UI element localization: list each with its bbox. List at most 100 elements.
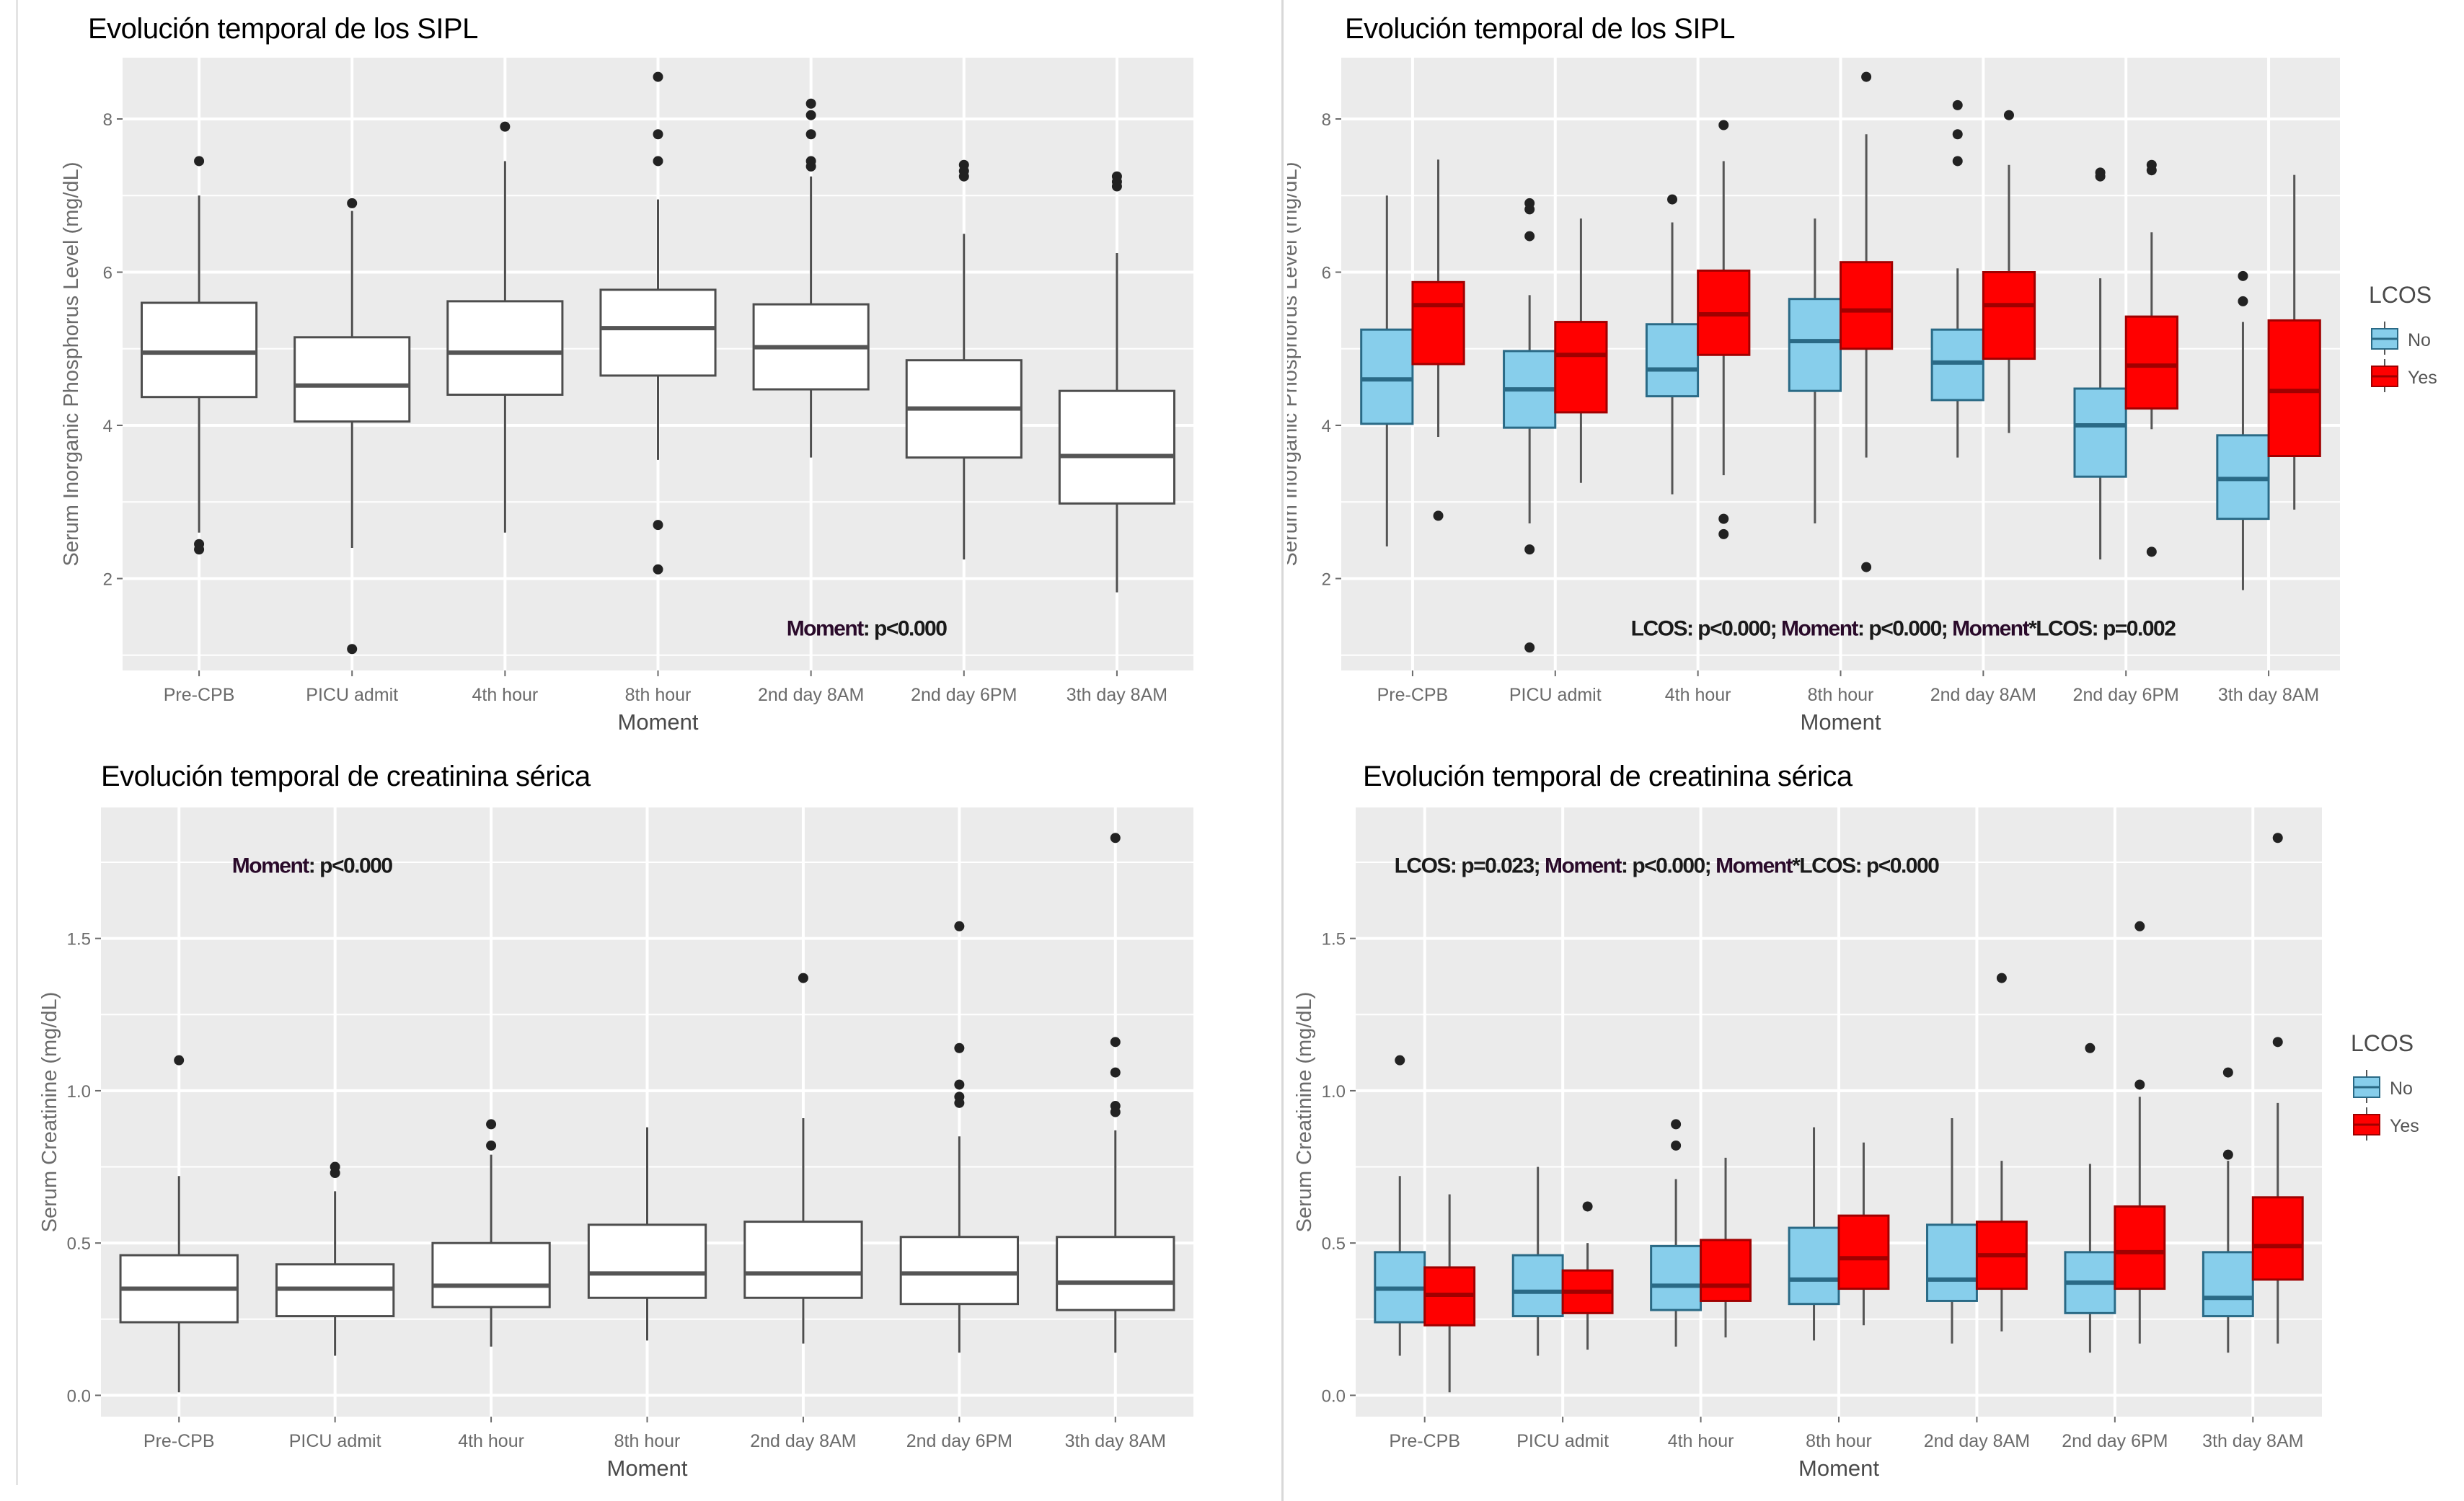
- chart-title-creatinine-overall: Evolución temporal de creatinina sérica: [101, 761, 591, 792]
- outlier-point: [1952, 129, 1963, 140]
- box-all: [899, 921, 1020, 1353]
- iqr-box: [293, 336, 411, 423]
- iqr-box: [1788, 1226, 1840, 1306]
- outlier-point: [2146, 546, 2157, 557]
- box-no: [1788, 218, 1842, 523]
- box-all: [752, 98, 870, 458]
- iqr-box: [141, 301, 258, 399]
- annotation-term: Moment: [232, 854, 310, 877]
- box-all: [905, 159, 1023, 559]
- outlier-point: [500, 121, 511, 132]
- y-tick-label: 1.0: [1322, 1082, 1346, 1102]
- annotation-text: : p<0.000;: [1621, 854, 1715, 877]
- chart-title-sipl-overall: Evolución temporal de los SIPL: [88, 13, 478, 45]
- iqr-box: [1930, 328, 1984, 402]
- box-yes: [1423, 1194, 1476, 1393]
- outlier-point: [1524, 642, 1535, 653]
- iqr-box: [2251, 1196, 2304, 1281]
- box-no: [1503, 198, 1557, 653]
- y-tick-label: 1.0: [67, 1082, 91, 1102]
- outlier-point: [486, 1119, 497, 1130]
- box-yes: [1975, 973, 2028, 1332]
- x-axis-label: Moment: [1801, 709, 1881, 735]
- annotation-text: : p<0.000: [863, 617, 948, 641]
- iqr-box: [1982, 271, 2036, 360]
- y-tick-label: 8: [103, 110, 112, 130]
- outlier-point: [2095, 171, 2106, 182]
- iqr-box: [1411, 280, 1465, 366]
- legend-label-no: No: [2408, 330, 2431, 350]
- significance-annotation: LCOS: p=0.023; Moment: p<0.000; Moment*L…: [1395, 854, 1940, 877]
- x-tick-label: 4th hour: [1668, 1431, 1734, 1451]
- chart-creatinine-overall: 0.0 0.5 1.0 1.5 Serum Creatinine (mg/dL) Pre-…: [38, 807, 1193, 1481]
- outlier-point: [2085, 1042, 2096, 1053]
- outlier-point: [2134, 921, 2145, 931]
- x-tick-label: 2nd day 8AM: [750, 1431, 856, 1451]
- x-axis-label: Moment: [607, 1456, 688, 1481]
- iqr-box: [899, 1236, 1020, 1306]
- iqr-box: [2202, 1251, 2254, 1318]
- outlier-point: [1996, 973, 2007, 983]
- box-yes: [2267, 174, 2321, 510]
- outlier-point: [1111, 181, 1122, 192]
- x-tick-label: Pre-CPB: [143, 1431, 215, 1451]
- x-tick-label: Pre-CPB: [1377, 685, 1449, 705]
- box-no: [1511, 1166, 1564, 1356]
- legend-label-yes: Yes: [2390, 1116, 2419, 1136]
- iqr-box: [1511, 1254, 1564, 1318]
- x-tick-label: 2nd day 6PM: [2073, 685, 2179, 705]
- x-tick-label: 8th hour: [1808, 685, 1874, 705]
- outlier-point: [1524, 231, 1535, 242]
- box-no: [2202, 1067, 2254, 1353]
- box-all: [275, 1161, 395, 1356]
- x-tick-label: 3th day 8AM: [1065, 1431, 1166, 1451]
- chart-sipl-overall: 2 4 6 8 Serum Inorganic Phosphorus Level (mg…: [60, 58, 1193, 735]
- outlier-point: [2003, 110, 2014, 120]
- x-tick-label: 2nd day 6PM: [906, 1431, 1012, 1451]
- box-yes: [1840, 71, 1894, 572]
- outlier-point: [1395, 1055, 1405, 1066]
- outlier-point: [1952, 99, 1963, 110]
- y-tick-label: 0.0: [67, 1386, 91, 1406]
- box-no: [2216, 270, 2270, 590]
- box-yes: [1982, 110, 2036, 433]
- outlier-point: [653, 520, 663, 531]
- annotation-text: LCOS: p<0.000;: [1631, 617, 1781, 641]
- box-yes: [1697, 120, 1751, 539]
- outlier-point: [653, 71, 663, 82]
- iqr-box: [1788, 298, 1842, 392]
- box-all: [1058, 171, 1175, 593]
- outlier-point: [174, 1055, 185, 1066]
- annotation-text: *LCOS: p=0.002: [2028, 617, 2176, 641]
- iqr-box: [1554, 321, 1608, 414]
- outlier-point: [2222, 1067, 2233, 1078]
- outlier-point: [2134, 1079, 2145, 1090]
- outlier-point: [347, 644, 358, 655]
- box-no: [1930, 99, 1984, 458]
- panel-divider: [1281, 0, 1284, 1501]
- legend-key-no: [2371, 322, 2398, 355]
- box-all: [743, 973, 863, 1344]
- outlier-point: [2146, 165, 2157, 176]
- y-tick-label: 1.5: [67, 930, 91, 949]
- legend-label-yes: Yes: [2408, 368, 2437, 388]
- outlier-point: [798, 973, 808, 983]
- box-yes: [2124, 159, 2178, 557]
- outlier-point: [653, 129, 663, 140]
- outlier-point: [194, 156, 205, 167]
- x-tick-label: 4th hour: [458, 1431, 524, 1451]
- iqr-box: [743, 1221, 863, 1299]
- iqr-box: [1837, 1214, 1890, 1290]
- legend-title: LCOS: [2369, 282, 2432, 308]
- box-yes: [1700, 1157, 1752, 1338]
- box-no: [1650, 1119, 1703, 1347]
- outlier-point: [954, 1042, 965, 1053]
- outlier-point: [954, 921, 965, 931]
- x-tick-label: PICU admit: [289, 1431, 381, 1451]
- x-tick-label: 8th hour: [625, 685, 692, 705]
- significance-annotation: LCOS: p<0.000; Moment: p<0.000; Moment*L…: [1631, 617, 2176, 641]
- annotation-term: Moment: [1715, 854, 1793, 877]
- box-all: [1056, 833, 1175, 1353]
- outlier-point: [1718, 513, 1729, 524]
- box-all: [431, 1119, 551, 1347]
